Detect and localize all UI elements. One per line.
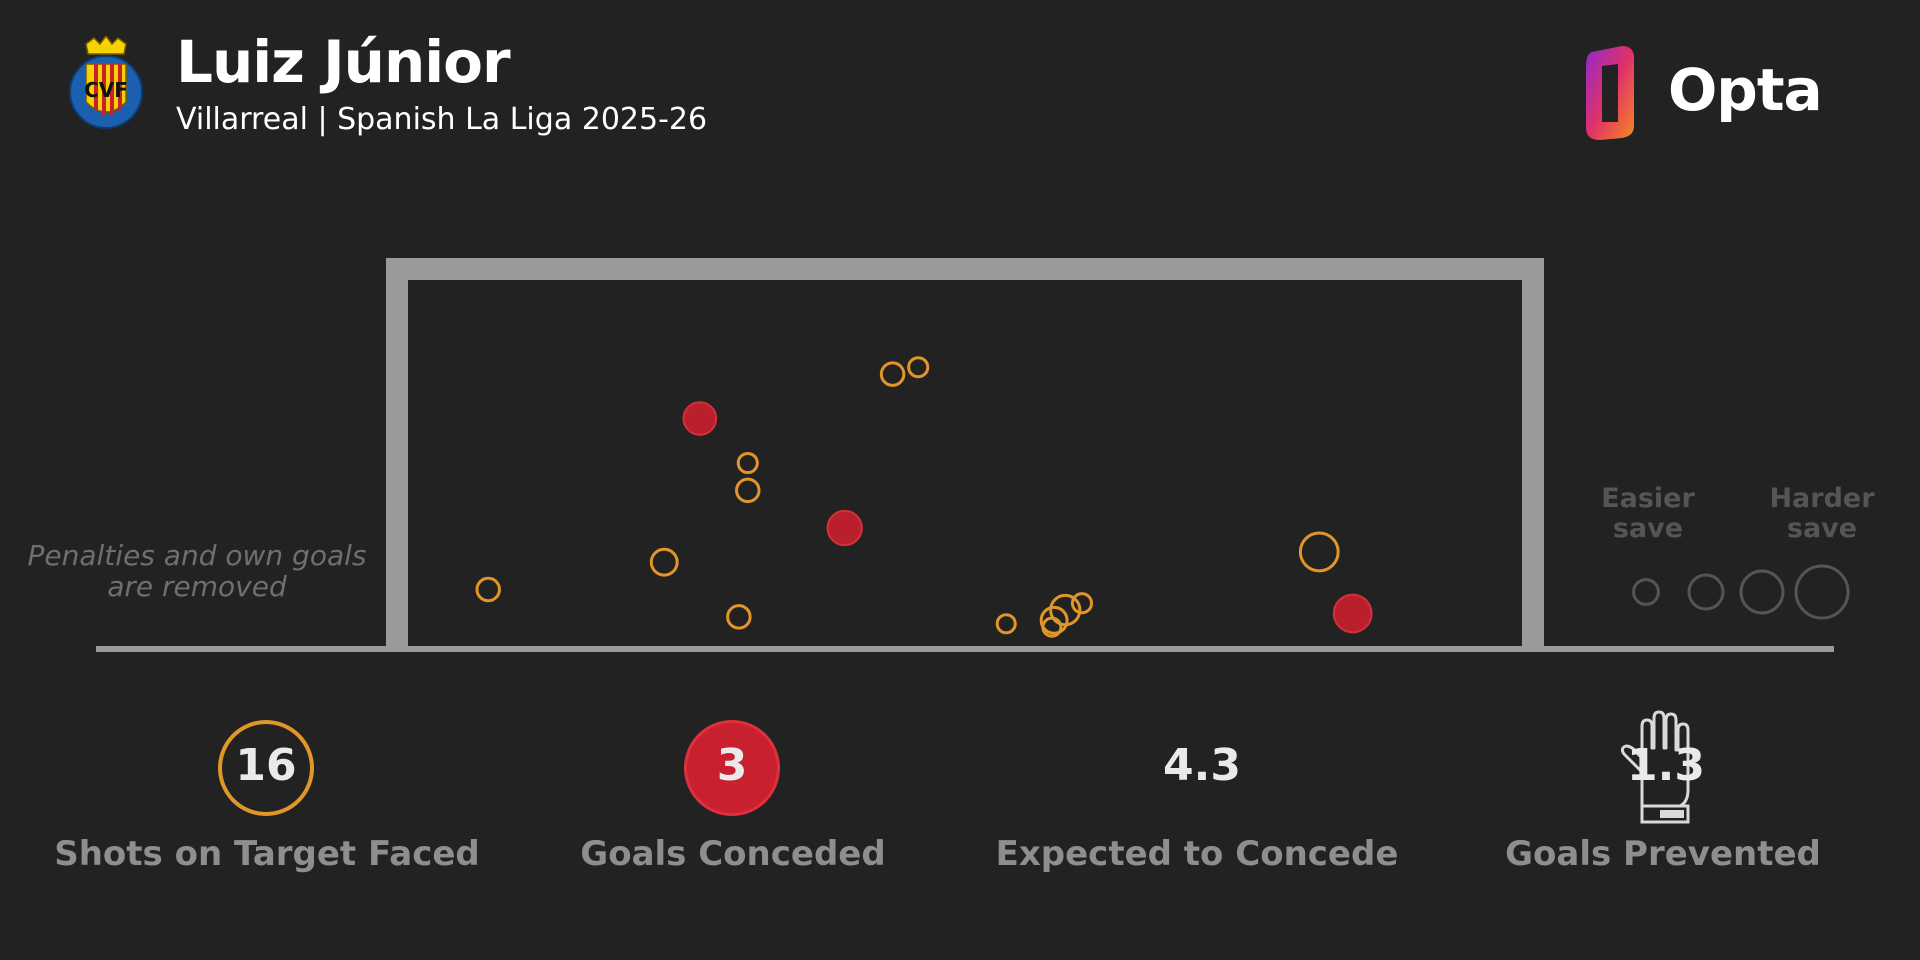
goal-shot-marker [682, 401, 718, 436]
villarreal-crest-icon: CVF [69, 36, 143, 129]
shots-layer [475, 356, 1373, 638]
shots-faced-value: 16 [235, 740, 297, 791]
goals-conceded-label: Goals Conceded [580, 834, 886, 874]
saved-shot-marker [995, 613, 1017, 635]
goal-line [96, 646, 1834, 652]
saved-shot-marker [649, 547, 679, 577]
saved-shot-marker [1070, 592, 1094, 615]
expected-concede-value: 4.3 [1163, 740, 1241, 791]
legend-easier-line2: save [1612, 513, 1684, 544]
goals-conceded-disc [684, 720, 780, 816]
goals-conceded-value: 3 [716, 740, 748, 791]
goal-shot-marker [1332, 593, 1373, 634]
opta-logo-icon [1586, 46, 1634, 140]
saved-shot-marker [907, 356, 930, 379]
saved-shot-marker [1039, 605, 1069, 635]
saved-shot-marker [736, 451, 759, 475]
goal-crossbar [386, 258, 1544, 280]
legend-size-circle [1687, 573, 1725, 611]
legend-harder-line1: Harder [1769, 483, 1875, 514]
legend-size-circle [1739, 569, 1785, 615]
legend-easier-line1: Easier [1601, 483, 1695, 514]
player-name: Luiz Júnior [176, 28, 511, 96]
saved-shot-marker [475, 576, 501, 603]
saved-shot-marker [1041, 616, 1063, 638]
goals-prevented-label: Goals Prevented [1505, 834, 1821, 874]
crest-letters: CVF [84, 78, 128, 102]
penalties-note-line2: are removed [107, 570, 287, 603]
saved-shot-marker [726, 604, 752, 630]
saved-shot-marker [735, 477, 761, 504]
page-subtitle: Villarreal | Spanish La Liga 2025-26 [176, 102, 708, 137]
goal-right-post [1522, 258, 1544, 650]
legend-size-circle [1794, 564, 1850, 620]
saved-shot-marker [1298, 531, 1340, 573]
goal-shot-marker [826, 509, 863, 547]
shots-faced-label: Shots on Target Faced [54, 834, 480, 874]
shots-faced-ring [218, 720, 314, 816]
goals-prevented-value: 1.3 [1627, 740, 1705, 791]
goal-shot-map [96, 258, 1850, 652]
goalkeeper-glove-icon [1620, 710, 1690, 824]
legend-harder-line2: save [1786, 513, 1858, 544]
opta-wordmark: Opta [1668, 56, 1823, 124]
penalties-note-line1: Penalties and own goals [27, 539, 367, 572]
goal-left-post [386, 258, 408, 650]
legend-size-circle [1632, 578, 1660, 606]
expected-concede-label: Expected to Concede [995, 834, 1399, 874]
saved-shot-marker [879, 361, 906, 387]
size-legend [1632, 564, 1850, 620]
